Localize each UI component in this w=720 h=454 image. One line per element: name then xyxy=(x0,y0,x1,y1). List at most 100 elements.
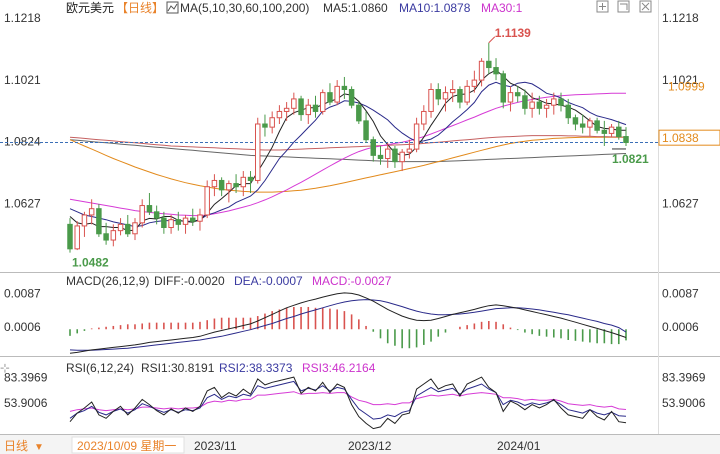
candle-down xyxy=(377,154,384,160)
ma100-line xyxy=(69,136,626,193)
candle-down xyxy=(493,67,499,75)
candle-down xyxy=(601,129,608,134)
candle-up xyxy=(413,123,420,150)
candle-up xyxy=(269,117,275,128)
candle-up xyxy=(197,214,203,222)
candle-up xyxy=(117,223,124,232)
bottom-bar: 日线 ▼ 2023/10/09 星期一 2023/11 2023/12 2024… xyxy=(0,435,720,454)
candle-down xyxy=(536,101,543,109)
rsi1-line xyxy=(69,376,627,430)
candle-up xyxy=(406,148,413,153)
period-dropdown-icon[interactable]: ▼ xyxy=(34,442,44,453)
ma10-label: MA10:1.0878 xyxy=(399,1,471,15)
candle-up xyxy=(399,151,405,163)
candle-down xyxy=(370,139,377,156)
candle-up xyxy=(204,186,210,216)
ma-chart-icon xyxy=(166,1,179,14)
rsi2-label: RSI2:38.3373 xyxy=(219,361,293,375)
candle-down xyxy=(312,104,319,112)
price-tick-left: 1.0824 xyxy=(4,135,41,149)
candle-down xyxy=(594,120,600,131)
candle-down xyxy=(262,123,268,128)
candles xyxy=(67,42,629,253)
frame xyxy=(0,0,720,435)
macd-header: MACD(26,12,9) DIFF:-0.0020 DEA:-0.0007 M… xyxy=(66,274,392,288)
candle-up xyxy=(608,126,615,134)
rsi-y-axis: 83.3969 83.3969 53.9006 53.9006 xyxy=(4,371,706,410)
macd-y-axis: 0.0087 0.0087 0.0006 0.0006 xyxy=(4,286,699,333)
candle-down xyxy=(298,98,304,116)
candle-down xyxy=(565,104,571,119)
price-y-axis: 1.12181.12181.10211.10211.08241.08241.06… xyxy=(4,11,699,210)
candle-up xyxy=(132,222,138,235)
macd-tick-left: 0.0006 xyxy=(4,320,41,334)
candle-down xyxy=(190,217,196,222)
candle-down xyxy=(486,60,492,69)
price-tag-box xyxy=(658,129,720,146)
period-switch-button[interactable]: 日线 xyxy=(4,439,28,453)
x-label-2023-11: 2023/11 xyxy=(194,439,237,453)
min-price-label: 1.0482 xyxy=(72,256,109,270)
rsi-lines xyxy=(69,376,627,430)
macd-dea-line xyxy=(69,299,627,351)
macd-diff-label: DIFF:-0.0020 xyxy=(154,274,225,288)
candle-up xyxy=(226,183,232,191)
candle-up xyxy=(74,225,80,250)
date-display: 2023/10/09 星期一 xyxy=(77,439,176,453)
candle-down xyxy=(146,205,153,213)
macd-diff-line xyxy=(69,292,627,354)
candle-down xyxy=(514,92,521,97)
candle-down xyxy=(348,89,355,106)
macd-lines xyxy=(69,292,627,354)
ma200-line xyxy=(69,139,627,163)
last-price-label: 1.0821 xyxy=(612,152,649,166)
rsi-header: ⊹ RSI(6,12,24) RSI1:30.8191 RSI2:38.3373… xyxy=(0,361,376,375)
candle-up xyxy=(88,208,95,216)
candle-down xyxy=(572,117,579,125)
price-tick-left: 1.1021 xyxy=(4,73,41,87)
rsi-tick-right: 53.9006 xyxy=(662,396,706,410)
candle-down xyxy=(327,92,333,103)
price-tick-left: 1.0627 xyxy=(4,196,41,210)
candle-up xyxy=(384,148,391,160)
price-annotations: 1.1139 1.0482 1.0821 1.0999 1.0838 xyxy=(72,26,720,270)
max-price-label: 1.1139 xyxy=(495,26,531,40)
candle-up xyxy=(110,230,117,241)
candle-up xyxy=(449,89,456,94)
max-pointer xyxy=(488,36,496,44)
rsi1-label: RSI1:30.8191 xyxy=(141,361,215,375)
candle-down xyxy=(392,148,398,163)
date-display-box xyxy=(71,436,185,454)
candle-up xyxy=(334,85,340,103)
price-tick-right: 1.0627 xyxy=(662,196,699,210)
price-tick-right: 1.1218 xyxy=(662,11,699,25)
rsi-tick-left: 53.9006 xyxy=(4,396,48,410)
candle-down xyxy=(356,104,362,122)
price-tick-left: 1.1218 xyxy=(4,11,41,25)
candle-down xyxy=(341,85,348,91)
rsi-params-label: RSI(6,12,24) xyxy=(66,361,134,375)
expand-icon[interactable] xyxy=(617,0,630,13)
candle-up xyxy=(471,79,478,87)
rsi-tick-left: 83.3969 xyxy=(4,371,48,385)
candle-up xyxy=(551,98,557,106)
macd-params-label: MACD(26,12,9) xyxy=(66,274,149,288)
ma30-line xyxy=(69,92,626,217)
macd-histogram xyxy=(69,306,627,349)
ma10-line xyxy=(69,81,627,228)
ma30-label: MA30:1 xyxy=(481,1,523,15)
rsi-settings-icon[interactable]: ⊹ xyxy=(0,361,10,375)
ma-params-label: MA(5,10,30,60,100,200) xyxy=(180,1,309,15)
settings-icon[interactable] xyxy=(596,0,609,13)
candle-up xyxy=(442,92,449,100)
candle-down xyxy=(558,98,564,106)
rsi2-line xyxy=(69,380,627,420)
close-panel-icon[interactable] xyxy=(639,0,652,13)
candle-up xyxy=(283,107,290,112)
ma5-label: MA5:1.0860 xyxy=(323,1,388,15)
candle-down xyxy=(457,89,463,103)
candle-down xyxy=(218,179,225,191)
candle-down xyxy=(161,217,167,229)
candle-up xyxy=(428,89,434,112)
